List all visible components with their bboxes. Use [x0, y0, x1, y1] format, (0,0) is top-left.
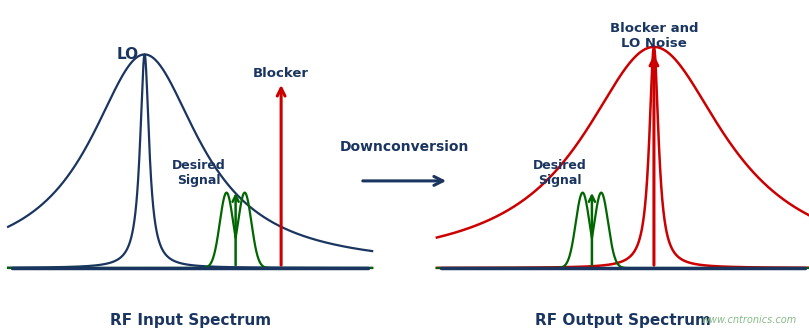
Text: www.cntronics.com: www.cntronics.com	[701, 315, 797, 325]
Text: Desired
Signal: Desired Signal	[172, 159, 226, 187]
Text: RF Output Spectrum: RF Output Spectrum	[535, 313, 711, 328]
Text: Blocker: Blocker	[253, 67, 309, 80]
Text: LO: LO	[116, 47, 139, 62]
Text: Desired
Signal: Desired Signal	[532, 159, 587, 187]
Text: Downconversion: Downconversion	[340, 140, 469, 154]
Text: Blocker and
LO Noise: Blocker and LO Noise	[610, 22, 698, 50]
Text: RF Input Spectrum: RF Input Spectrum	[109, 313, 271, 328]
